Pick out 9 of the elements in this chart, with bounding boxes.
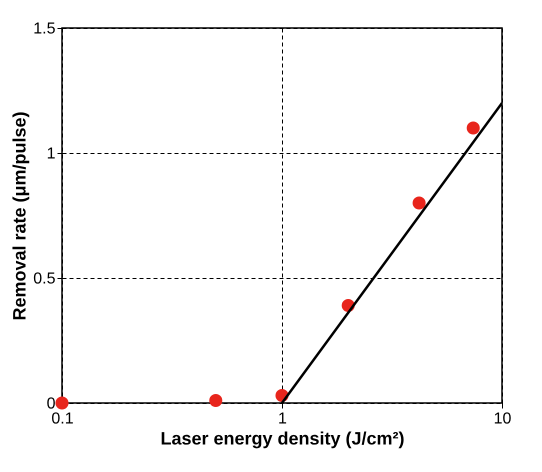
y-axis-title: Removal rate (μm/pulse) bbox=[9, 111, 30, 321]
x-tick-label: 10 bbox=[494, 410, 512, 428]
y-tick-label: 0 bbox=[46, 396, 56, 412]
y-tick-label: 1.5 bbox=[33, 20, 56, 38]
y-tick-label: 0.5 bbox=[33, 270, 56, 288]
x-tick-label: 1 bbox=[278, 410, 288, 428]
y-tick-label: 1 bbox=[46, 146, 56, 162]
x-tick-label: 0.1 bbox=[51, 410, 74, 428]
x-axis-title: Laser energy density (J/cm²) bbox=[160, 428, 405, 448]
